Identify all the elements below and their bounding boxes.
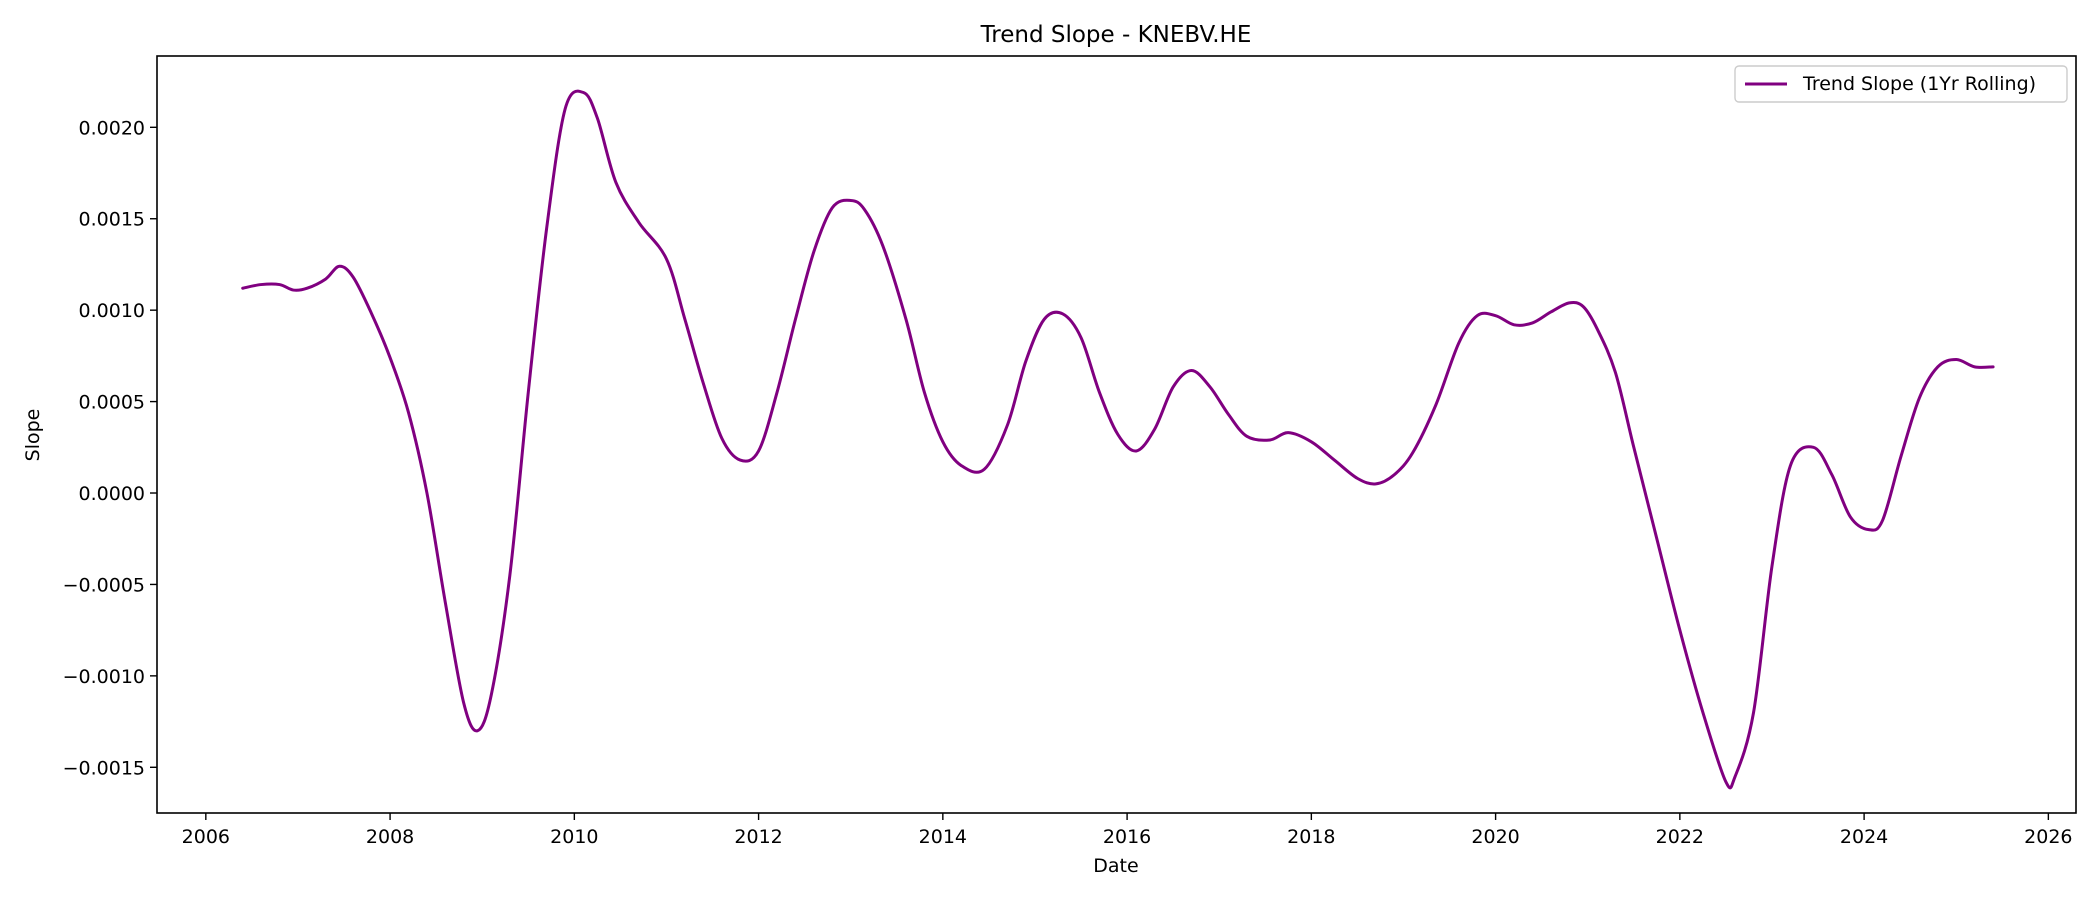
x-tick-label: 2016 [1103, 826, 1151, 848]
legend-box [1734, 65, 2068, 103]
legend: Trend Slope (1Yr Rolling) [1734, 65, 2068, 103]
x-tick-label: 2008 [366, 826, 414, 848]
y-tick-label: 0.0015 [79, 209, 145, 231]
y-tick-label: 0.0000 [79, 483, 145, 505]
series-line-trend-slope [241, 89, 1995, 790]
y-tick-label: −0.0015 [63, 757, 145, 779]
x-tick-label: 2014 [919, 826, 967, 848]
y-tick-label: −0.0005 [63, 574, 145, 596]
y-axis-label: Slope [22, 409, 44, 462]
y-tick-label: −0.0010 [63, 666, 145, 688]
x-axis-label: Date [1093, 855, 1138, 877]
x-tick-label: 2020 [1471, 826, 1519, 848]
y-tick-label: 0.0020 [79, 117, 145, 139]
x-tick-label: 2006 [182, 826, 230, 848]
chart-title: Trend Slope - KNEBV.HE [980, 22, 1252, 48]
x-tick-label: 2024 [1840, 826, 1888, 848]
y-tick-label: 0.0005 [79, 392, 145, 414]
plot-area-frame [156, 55, 2077, 814]
legend-label: Trend Slope (1Yr Rolling) [1802, 73, 2036, 95]
x-tick-label: 2010 [550, 826, 598, 848]
x-tick-label: 2018 [1287, 826, 1335, 848]
x-tick-label: 2012 [734, 826, 782, 848]
x-tick-label: 2026 [2024, 826, 2072, 848]
y-tick-label: 0.0010 [79, 300, 145, 322]
x-tick-label: 2022 [1656, 826, 1704, 848]
